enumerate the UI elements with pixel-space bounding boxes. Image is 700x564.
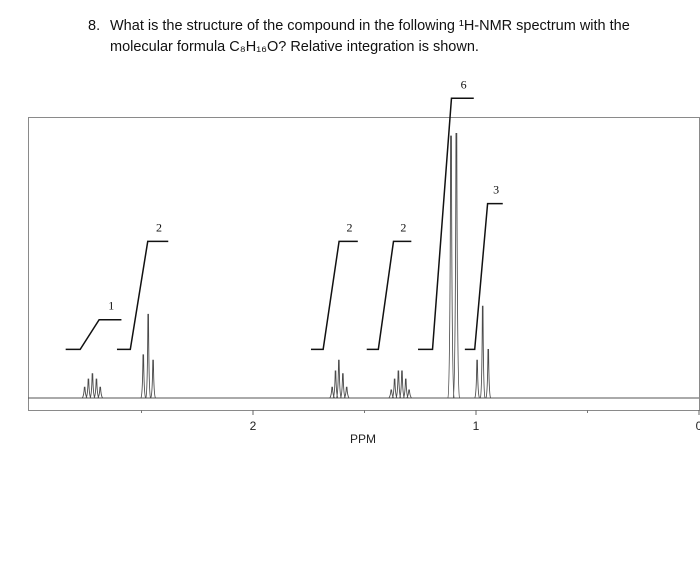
spectrum-peak bbox=[145, 313, 152, 399]
x-tick-label: 2 bbox=[250, 419, 257, 433]
spectrum-peak bbox=[93, 378, 100, 399]
spectrum-peak bbox=[343, 386, 350, 399]
integration-curve bbox=[418, 97, 474, 351]
question-number: 8. bbox=[88, 18, 101, 34]
question-text: What is the structure of the compound in… bbox=[110, 16, 680, 58]
integration-curve bbox=[116, 240, 169, 351]
integration-label: 2 bbox=[400, 220, 406, 234]
spectrum-peak bbox=[452, 132, 461, 399]
question-line-2: molecular formula C₈H₁₆O? Relative integ… bbox=[110, 39, 479, 55]
integration-label: 6 bbox=[461, 77, 467, 91]
integration-curve bbox=[464, 202, 503, 351]
x-tick-label: 1 bbox=[473, 419, 480, 433]
spectrum-peak bbox=[150, 359, 156, 399]
spectrum-peak bbox=[388, 389, 395, 399]
integration-curve bbox=[310, 240, 358, 351]
spectrum-peak bbox=[85, 378, 92, 399]
integration-label: 2 bbox=[346, 220, 352, 234]
spectrum-peak bbox=[485, 348, 492, 399]
question-line-1: What is the structure of the compound in… bbox=[110, 18, 630, 34]
spectrum-peak bbox=[332, 370, 339, 399]
spectrum-peak bbox=[336, 359, 342, 399]
spectrum-peak bbox=[402, 378, 409, 399]
integration-curve bbox=[65, 318, 122, 351]
spectrum-peak bbox=[474, 359, 480, 399]
integration-curve bbox=[366, 240, 412, 351]
spectrum-peak bbox=[81, 386, 88, 399]
x-tick-label: 0 bbox=[696, 419, 700, 433]
spectrum-peak bbox=[329, 386, 335, 399]
spectrum-peak bbox=[340, 373, 346, 399]
spectrum-peak bbox=[89, 373, 96, 399]
spectrum-peak bbox=[391, 378, 398, 399]
x-axis-title: PPM bbox=[350, 432, 376, 446]
spectrum-peak bbox=[97, 386, 104, 399]
integration-label: 2 bbox=[156, 220, 162, 234]
spectrum-peak bbox=[479, 305, 486, 399]
integration-label: 1 bbox=[108, 299, 114, 313]
spectrum-peak bbox=[140, 354, 147, 399]
spectrum-peak bbox=[395, 370, 402, 399]
plot-frame bbox=[28, 117, 700, 411]
integration-label: 3 bbox=[493, 183, 499, 197]
spectrum-peak bbox=[447, 135, 455, 399]
spectrum-peak bbox=[399, 370, 405, 399]
